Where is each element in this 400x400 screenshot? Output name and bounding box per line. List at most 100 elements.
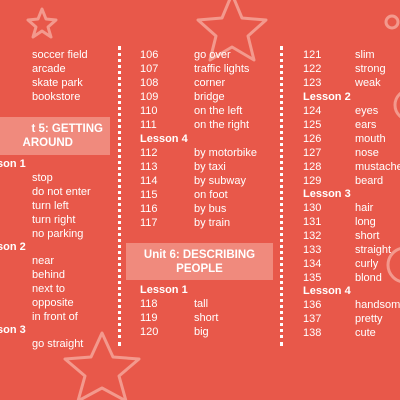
vocab-number: 127 — [303, 147, 322, 159]
vocab-word: arcade — [32, 63, 66, 75]
vocab-number: 118 — [140, 298, 158, 310]
vocab-word: nose — [355, 147, 379, 159]
vocab-number: 109 — [140, 91, 159, 103]
vocab-number: 119 — [140, 312, 158, 324]
vocab-word: tall — [194, 298, 209, 310]
vocab-number: 106 — [140, 49, 159, 61]
lesson-label: Lesson 2 — [303, 91, 351, 103]
vocab-number: 115 — [140, 189, 158, 201]
column-divider-right — [280, 46, 283, 346]
vocab-number: 136 — [303, 299, 322, 311]
vocab-word: by motorbike — [194, 147, 257, 159]
vocab-word: turn left — [32, 200, 69, 212]
vocab-word: strong — [355, 63, 386, 75]
vocab-number: 133 — [303, 244, 322, 256]
vocab-number: 120 — [140, 326, 159, 338]
vocab-word: in front of — [32, 311, 78, 323]
vocab-number: 137 — [303, 313, 322, 325]
vocab-word: curly — [355, 258, 379, 270]
vocab-number: 107 — [140, 63, 159, 75]
unit-5-title-line1: t 5: GETTING — [31, 123, 103, 135]
vocab-word: next to — [32, 283, 66, 295]
vocab-word: cute — [355, 327, 376, 339]
vocab-word: on foot — [194, 189, 228, 201]
vocab-number: 134 — [303, 258, 322, 270]
vocab-number: 111 — [140, 119, 157, 131]
unit-5-heading: t 5: GETTING AROUND — [0, 117, 110, 155]
vocab-word: traffic lights — [194, 63, 250, 75]
lesson-label: son 1 — [0, 158, 26, 170]
vocab-word: skate park — [32, 77, 83, 89]
vocab-word: near — [32, 255, 55, 267]
vocab-number: 122 — [303, 63, 322, 75]
unit-6-title-line2: PEOPLE — [176, 263, 223, 275]
vocab-word: by taxi — [194, 161, 226, 173]
vocab-number: 113 — [140, 161, 158, 173]
lesson-label: son 3 — [0, 324, 26, 336]
vocab-word: hair — [355, 202, 374, 214]
vocab-word: mouth — [355, 133, 386, 145]
vocab-number: 138 — [303, 327, 322, 339]
vocab-number: 121 — [303, 49, 322, 61]
lesson-label: Lesson 3 — [303, 188, 351, 200]
vocab-word: short — [355, 230, 380, 242]
column-divider-left — [118, 46, 121, 346]
unit-5-title-line2: AROUND — [22, 137, 73, 149]
circle-outline-icon — [393, 91, 400, 119]
circle-outline-icon — [384, 14, 400, 30]
vocab-word: go over — [194, 49, 231, 61]
vocab-number: 129 — [303, 175, 322, 187]
vocab-number: 131 — [303, 216, 322, 228]
vocab-word: by bus — [194, 203, 227, 215]
vocab-word: bridge — [194, 91, 225, 103]
lesson-label: Lesson 4 — [303, 285, 351, 297]
vocab-word: short — [194, 312, 219, 324]
vocab-word: do not enter — [32, 186, 91, 198]
vocab-number: 116 — [140, 203, 158, 215]
vocab-number: 128 — [303, 161, 322, 173]
vocab-word: bookstore — [32, 91, 81, 103]
vocab-word: by train — [194, 217, 231, 229]
unit-6-heading: Unit 6: DESCRIBING PEOPLE — [126, 243, 273, 280]
vocab-number: 114 — [140, 175, 158, 187]
vocab-number: 132 — [303, 230, 322, 242]
vocab-number: 135 — [303, 272, 322, 284]
vocab-word: slim — [355, 49, 375, 61]
vocab-word: blond — [355, 272, 382, 284]
vocab-number: 110 — [140, 105, 158, 117]
vocab-word: corner — [194, 77, 226, 89]
star-outline-icon — [26, 7, 58, 39]
vocab-word: big — [194, 326, 209, 338]
vocab-word: handsome — [355, 299, 400, 311]
vocab-number: 126 — [303, 133, 322, 145]
vocab-number: 123 — [303, 77, 322, 89]
lesson-label: son 2 — [0, 241, 26, 253]
lesson-label: Lesson 1 — [140, 284, 188, 296]
lesson-label: Lesson 4 — [140, 133, 188, 145]
unit-6-title-line1: Unit 6: DESCRIBING — [143, 249, 256, 261]
vocab-word: soccer field — [32, 49, 88, 61]
vocab-word: long — [355, 216, 376, 228]
vocab-number: 117 — [140, 217, 158, 229]
vocab-number: 124 — [303, 105, 322, 117]
vocab-word: beard — [355, 175, 384, 187]
vocab-number: 108 — [140, 77, 159, 89]
vocab-number: 130 — [303, 202, 322, 214]
vocab-word: ears — [355, 119, 377, 131]
vocab-word: pretty — [355, 313, 383, 325]
vocab-word: opposite — [32, 297, 74, 309]
vocab-word: stop — [32, 172, 53, 184]
vocab-word: eyes — [355, 105, 379, 117]
vocab-word: mustache — [355, 161, 400, 173]
vocab-number: 125 — [303, 119, 322, 131]
vocab-word: turn right — [32, 214, 76, 226]
vocab-word: straight — [355, 244, 392, 256]
vocab-word: on the right — [194, 119, 250, 131]
vocab-word: on the left — [194, 105, 243, 117]
vocab-word: behind — [32, 269, 66, 281]
vocab-word: go straight — [32, 338, 84, 350]
vocab-number: 112 — [140, 147, 158, 159]
vocab-word: no parking — [32, 228, 84, 240]
vocab-word: weak — [355, 77, 381, 89]
vocab-word: by subway — [194, 175, 246, 187]
